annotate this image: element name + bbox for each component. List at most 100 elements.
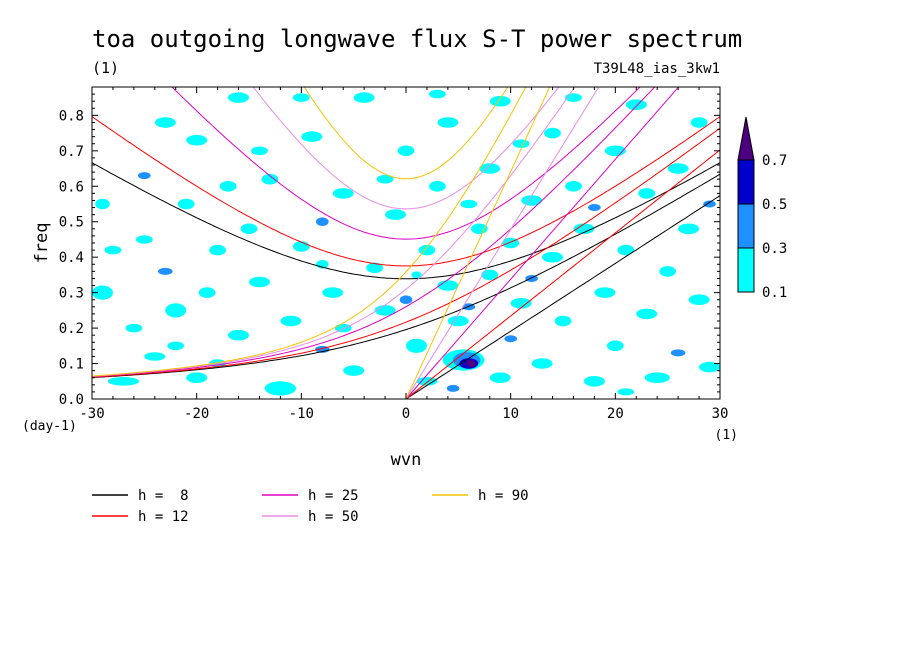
power-blob bbox=[376, 174, 394, 184]
x-axis-label: wvn bbox=[391, 450, 422, 470]
power-blob bbox=[429, 181, 446, 192]
kelvin-curve bbox=[405, 87, 551, 399]
power-blob bbox=[565, 181, 582, 192]
kelvin-curve bbox=[405, 87, 680, 399]
power-blob bbox=[104, 245, 122, 255]
power-blob bbox=[489, 95, 511, 107]
y-tick-label: 0.2 bbox=[59, 321, 84, 337]
inertia-gravity-curve bbox=[92, 116, 720, 267]
power-blob bbox=[209, 244, 227, 256]
inertia-gravity-curve bbox=[303, 87, 509, 180]
y-tick-label: 0.4 bbox=[59, 250, 84, 266]
power-blob bbox=[399, 295, 413, 305]
power-blob bbox=[479, 163, 501, 174]
mrg-curve bbox=[92, 127, 720, 378]
power-blob bbox=[667, 163, 689, 174]
power-blob bbox=[521, 195, 543, 206]
power-blob bbox=[703, 200, 716, 208]
power-blob bbox=[481, 269, 499, 281]
power-blob bbox=[144, 352, 166, 361]
colorbar-label: 0.5 bbox=[762, 197, 787, 213]
power-blob bbox=[332, 188, 354, 199]
power-blob bbox=[542, 251, 563, 263]
power-blob bbox=[397, 145, 415, 157]
power-blob bbox=[240, 223, 258, 235]
mrg-curve bbox=[92, 87, 527, 377]
power-blob bbox=[158, 267, 173, 275]
power-blob bbox=[219, 181, 237, 192]
power-blob bbox=[198, 287, 216, 298]
power-blob bbox=[228, 329, 249, 341]
power-blob bbox=[504, 335, 517, 343]
x-tick-label: 0 bbox=[402, 406, 410, 422]
x-tick-label: -30 bbox=[79, 406, 104, 422]
power-blob bbox=[261, 173, 279, 185]
power-blob bbox=[92, 285, 113, 300]
power-blob bbox=[186, 134, 208, 146]
colorbar-label: 0.1 bbox=[762, 285, 787, 301]
y-tick-label: 0.0 bbox=[59, 392, 84, 408]
legend-label: h = 8 bbox=[138, 488, 189, 504]
colorbar-label: 0.7 bbox=[762, 153, 787, 169]
power-blob bbox=[135, 235, 153, 244]
legend-label: h = 90 bbox=[478, 488, 529, 504]
power-blob bbox=[531, 358, 553, 369]
power-contours bbox=[92, 89, 720, 396]
power-blob bbox=[316, 217, 329, 226]
power-blob bbox=[167, 341, 185, 351]
power-blob bbox=[416, 377, 438, 386]
power-blob bbox=[460, 199, 478, 209]
y-tick-label: 0.7 bbox=[59, 144, 84, 160]
power-blob bbox=[699, 361, 720, 373]
power-blob bbox=[690, 117, 708, 128]
chart-title: toa outgoing longwave flux S-T power spe… bbox=[92, 25, 742, 53]
power-blob bbox=[301, 131, 323, 142]
power-blob bbox=[411, 271, 422, 279]
mrg-curve bbox=[92, 87, 576, 377]
power-blob bbox=[249, 276, 270, 288]
power-blob bbox=[177, 198, 195, 210]
power-blob bbox=[292, 241, 310, 252]
x-tick-label: 10 bbox=[502, 406, 519, 422]
power-blob bbox=[573, 223, 595, 235]
x-tick-label: -20 bbox=[184, 406, 209, 422]
power-blob bbox=[606, 340, 624, 352]
units-label: (1) bbox=[92, 59, 119, 77]
inertia-gravity-curve bbox=[92, 162, 720, 280]
power-blob bbox=[544, 127, 561, 139]
power-blob bbox=[465, 360, 477, 367]
power-blob bbox=[366, 262, 383, 274]
axis-ticks: -30 -20 -10 0 10 20 30 0.0 0.1 0.2 0.3 0.4 0.5 0.6 0.7… bbox=[59, 86, 728, 422]
power-blob bbox=[138, 172, 151, 180]
kelvin-curve bbox=[405, 149, 720, 399]
legend-label: h = 25 bbox=[308, 488, 359, 504]
plot-frame bbox=[91, 86, 721, 400]
power-blob bbox=[334, 323, 352, 333]
power-blob bbox=[385, 209, 406, 220]
power-blob bbox=[437, 280, 459, 291]
power-blob bbox=[125, 323, 143, 333]
x-tick-label: 20 bbox=[607, 406, 624, 422]
colorbar-label: 0.3 bbox=[762, 241, 787, 257]
y-tick-label: 0.5 bbox=[59, 215, 84, 231]
power-blob bbox=[583, 376, 605, 387]
y-axis-label: freq bbox=[32, 223, 52, 264]
power-blob bbox=[95, 198, 110, 210]
y-tick-label: 0.3 bbox=[59, 286, 84, 302]
y-units-label: (day-1) bbox=[22, 419, 77, 434]
power-blob bbox=[489, 372, 511, 384]
legend: h = 8 h = 12 h = 25 h = 50 h = 90 bbox=[92, 488, 529, 525]
power-blob bbox=[251, 146, 268, 156]
power-blob bbox=[447, 315, 469, 327]
power-blob bbox=[154, 117, 176, 128]
legend-label: h = 50 bbox=[308, 509, 359, 525]
power-blob bbox=[678, 223, 700, 235]
power-blob bbox=[353, 92, 375, 103]
colorbar-segment bbox=[737, 203, 755, 249]
power-blob bbox=[470, 223, 488, 235]
power-blob bbox=[374, 305, 396, 316]
power-blob bbox=[617, 388, 635, 396]
y-tick-label: 0.1 bbox=[59, 357, 84, 373]
power-blob bbox=[280, 315, 302, 327]
